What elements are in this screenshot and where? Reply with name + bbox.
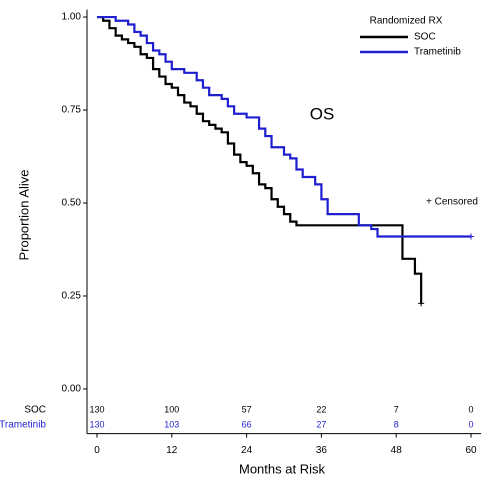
censor-mark xyxy=(418,300,425,307)
risk-count: 0 xyxy=(469,404,474,414)
x-tick-label: 48 xyxy=(391,445,403,456)
risk-row-label: Trametinib xyxy=(0,420,46,431)
x-tick-label: 24 xyxy=(241,445,253,456)
annotation: OS xyxy=(310,104,335,123)
legend-title: Randomized RX xyxy=(370,16,443,27)
legend-label: SOC xyxy=(414,32,436,43)
risk-count: 130 xyxy=(89,419,104,429)
risk-count: 103 xyxy=(164,419,179,429)
survival-curve xyxy=(96,15,472,238)
y-axis-label: Proportion Alive xyxy=(16,169,31,260)
risk-count: 66 xyxy=(242,419,252,429)
risk-count: 130 xyxy=(89,404,104,414)
y-tick-label: 0.50 xyxy=(62,198,82,209)
legend-label: Trametinib xyxy=(414,47,461,58)
risk-count: 27 xyxy=(316,419,326,429)
censor-mark xyxy=(468,233,475,240)
risk-count: 57 xyxy=(242,404,252,414)
risk-count: 0 xyxy=(469,419,474,429)
x-tick-label: 60 xyxy=(465,445,477,456)
x-tick-label: 36 xyxy=(316,445,328,456)
censored-label: + Censored xyxy=(426,197,478,208)
y-tick-label: 1.00 xyxy=(62,12,82,23)
risk-count: 100 xyxy=(164,404,179,414)
survival-curve xyxy=(96,15,423,304)
y-tick-label: 0.25 xyxy=(62,291,82,302)
risk-count: 7 xyxy=(394,404,399,414)
y-tick-label: 0.00 xyxy=(62,384,82,395)
y-tick-label: 0.75 xyxy=(62,105,82,116)
risk-count: 22 xyxy=(316,404,326,414)
x-axis-label: Months at Risk xyxy=(239,461,325,476)
x-tick-label: 0 xyxy=(94,445,100,456)
x-tick-label: 12 xyxy=(166,445,178,456)
risk-count: 8 xyxy=(394,419,399,429)
risk-row-label: SOC xyxy=(24,405,46,416)
